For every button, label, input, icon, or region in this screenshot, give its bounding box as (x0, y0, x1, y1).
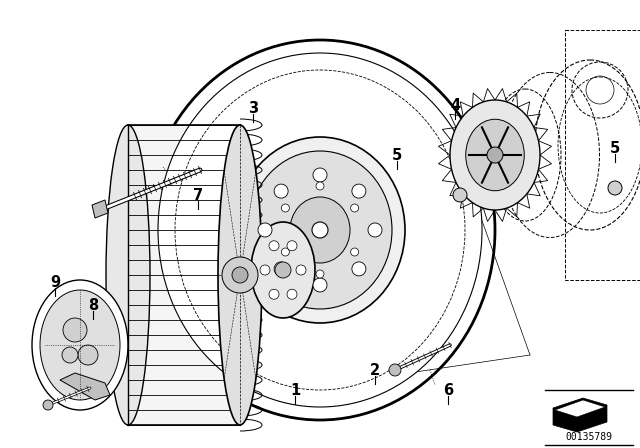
Circle shape (274, 262, 288, 276)
Ellipse shape (106, 125, 150, 425)
Circle shape (316, 182, 324, 190)
Ellipse shape (145, 40, 495, 420)
Ellipse shape (218, 125, 262, 425)
Polygon shape (555, 400, 605, 417)
Circle shape (43, 400, 53, 410)
Text: 2: 2 (370, 362, 380, 378)
Polygon shape (92, 200, 108, 218)
Ellipse shape (158, 53, 482, 407)
Circle shape (287, 289, 297, 299)
Text: 4: 4 (450, 98, 460, 112)
Circle shape (352, 184, 366, 198)
Polygon shape (553, 398, 607, 432)
Circle shape (258, 223, 272, 237)
Text: 3: 3 (248, 100, 258, 116)
Circle shape (351, 204, 358, 212)
Circle shape (269, 241, 279, 251)
Ellipse shape (290, 197, 350, 263)
Circle shape (63, 318, 87, 342)
Text: 7: 7 (193, 188, 203, 202)
Circle shape (232, 267, 248, 283)
Circle shape (282, 204, 289, 212)
Circle shape (275, 262, 291, 278)
Text: 1: 1 (290, 383, 300, 397)
Polygon shape (60, 373, 110, 400)
Circle shape (313, 278, 327, 292)
Ellipse shape (235, 137, 405, 323)
Ellipse shape (466, 119, 524, 191)
Circle shape (312, 222, 328, 238)
Text: 5: 5 (610, 141, 620, 155)
Circle shape (351, 248, 358, 256)
Text: 6: 6 (443, 383, 453, 397)
Circle shape (368, 223, 382, 237)
Circle shape (222, 257, 258, 293)
Circle shape (296, 265, 306, 275)
Circle shape (287, 241, 297, 251)
Circle shape (274, 184, 288, 198)
Ellipse shape (248, 151, 392, 309)
Circle shape (269, 289, 279, 299)
Ellipse shape (450, 100, 540, 210)
Circle shape (608, 181, 622, 195)
Circle shape (316, 270, 324, 278)
Circle shape (62, 347, 78, 363)
Circle shape (453, 188, 467, 202)
Ellipse shape (32, 280, 128, 410)
Ellipse shape (40, 290, 120, 400)
Circle shape (260, 265, 270, 275)
Text: 8: 8 (88, 297, 98, 313)
Ellipse shape (251, 222, 315, 318)
Circle shape (389, 364, 401, 376)
Circle shape (352, 262, 366, 276)
Circle shape (78, 345, 98, 365)
Text: 00135789: 00135789 (566, 432, 612, 442)
Text: 5: 5 (392, 147, 402, 163)
Text: 9: 9 (50, 275, 60, 289)
Circle shape (282, 248, 289, 256)
Circle shape (487, 147, 503, 163)
Circle shape (313, 168, 327, 182)
